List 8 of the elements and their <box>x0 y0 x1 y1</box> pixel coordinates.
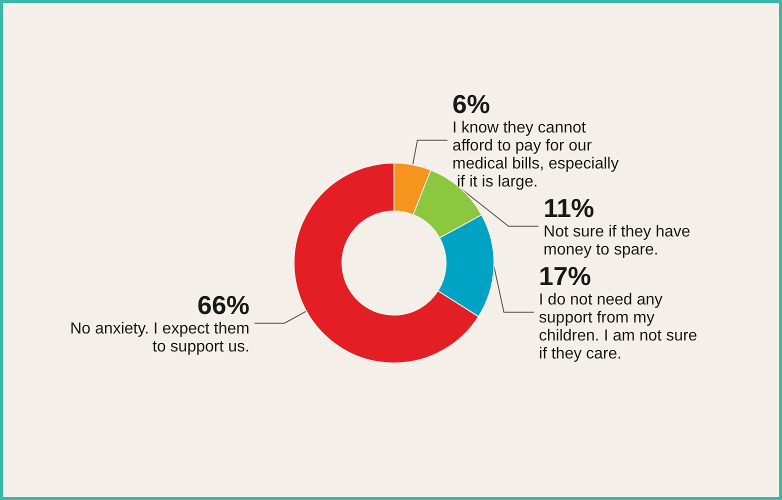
data-label: 6% <box>452 89 490 120</box>
data-label: 11% <box>544 193 594 224</box>
data-label: 66% <box>197 290 250 320</box>
slice-label: I know they cannot afford to pay for our medical bills, especially if it is large. <box>452 120 619 191</box>
data-label: 17% <box>538 261 591 292</box>
slice-label: Not sure if they have money to spare. <box>544 224 695 259</box>
slice-label: I do not need any support from my children. I am not sure if they care. <box>538 292 702 363</box>
slice-label: No anxiety. I expect them to support us. <box>70 320 250 356</box>
